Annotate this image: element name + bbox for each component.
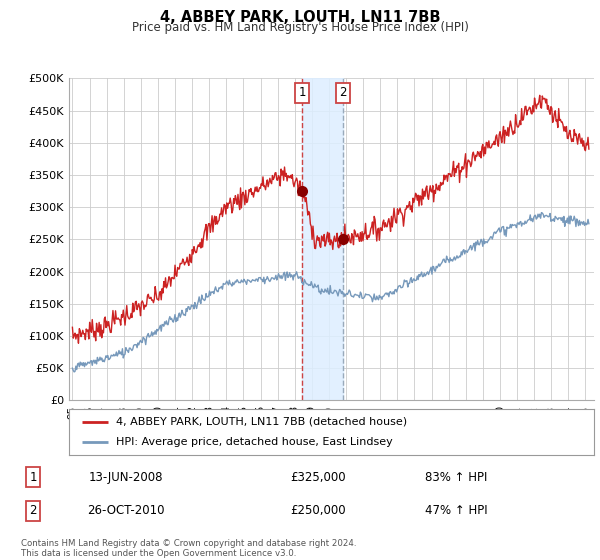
- Text: 13-JUN-2008: 13-JUN-2008: [89, 470, 163, 484]
- Text: 4, ABBEY PARK, LOUTH, LN11 7BB (detached house): 4, ABBEY PARK, LOUTH, LN11 7BB (detached…: [116, 417, 407, 427]
- Text: Contains HM Land Registry data © Crown copyright and database right 2024.
This d: Contains HM Land Registry data © Crown c…: [21, 539, 356, 558]
- Text: 1: 1: [299, 86, 306, 99]
- Text: Price paid vs. HM Land Registry's House Price Index (HPI): Price paid vs. HM Land Registry's House …: [131, 21, 469, 34]
- Text: 2: 2: [29, 504, 37, 517]
- Text: 4, ABBEY PARK, LOUTH, LN11 7BB: 4, ABBEY PARK, LOUTH, LN11 7BB: [160, 10, 440, 25]
- Text: £325,000: £325,000: [290, 470, 346, 484]
- Text: 1: 1: [29, 470, 37, 484]
- Text: £250,000: £250,000: [290, 504, 346, 517]
- Text: HPI: Average price, detached house, East Lindsey: HPI: Average price, detached house, East…: [116, 437, 393, 447]
- Text: 26-OCT-2010: 26-OCT-2010: [87, 504, 165, 517]
- Text: 83% ↑ HPI: 83% ↑ HPI: [425, 470, 487, 484]
- Text: 2: 2: [339, 86, 347, 99]
- Bar: [302, 78, 343, 400]
- Text: 47% ↑ HPI: 47% ↑ HPI: [425, 504, 487, 517]
